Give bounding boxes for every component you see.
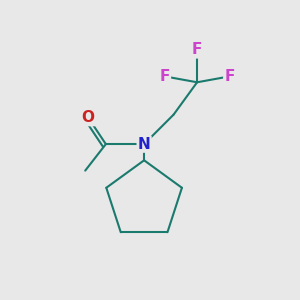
Text: F: F	[224, 69, 235, 84]
Text: F: F	[160, 69, 170, 84]
Text: O: O	[82, 110, 95, 125]
Text: N: N	[138, 136, 151, 152]
Text: F: F	[192, 42, 202, 57]
